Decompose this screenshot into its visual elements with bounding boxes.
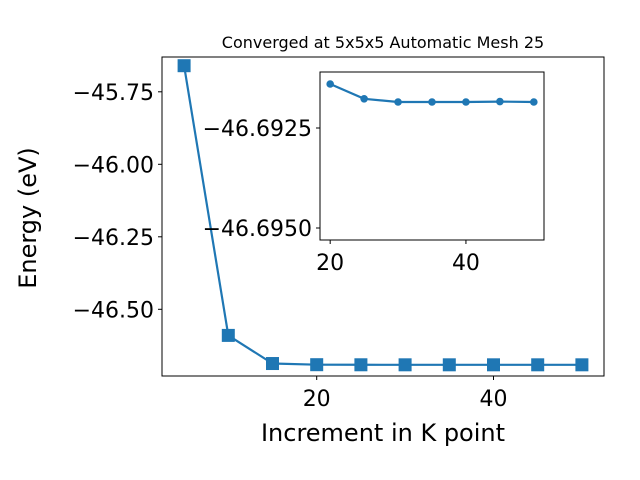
inset-data-point <box>530 98 538 106</box>
inset-data-point <box>428 98 436 106</box>
inset-plot: 20 40 −46.6950 −46.6925 <box>203 71 545 276</box>
main-data-point <box>266 357 279 371</box>
inset-data-point <box>326 80 334 88</box>
main-data-point <box>442 358 456 372</box>
y-axis-label: Energy (eV) <box>14 147 42 289</box>
main-x-tick-label: 20 <box>303 387 331 412</box>
main-data-point <box>310 358 324 372</box>
inset-y-tick-label: −46.6925 <box>203 117 312 142</box>
main-data-point <box>531 358 545 372</box>
inset-x-tick-label: 40 <box>452 251 480 276</box>
inset-data-point <box>360 95 368 103</box>
inset-frame <box>319 71 545 241</box>
inset-data-point <box>394 98 402 106</box>
main-data-point <box>354 358 368 372</box>
main-y-tick-label: −46.00 <box>73 153 154 178</box>
x-axis-label: Increment in K point <box>261 419 505 447</box>
inset-y-tick-label: −46.6950 <box>203 217 312 242</box>
inset-data-point <box>496 97 504 106</box>
main-y-tick-label: −46.25 <box>73 226 154 251</box>
main-data-point <box>575 358 589 372</box>
main-y-tick-label: −46.50 <box>73 298 154 323</box>
inset-x-tick-label: 20 <box>316 251 344 276</box>
main-data-point <box>487 358 500 372</box>
main-y-tick-label: −45.75 <box>73 81 154 106</box>
main-data-point <box>177 59 191 73</box>
main-data-point <box>398 358 412 372</box>
main-x-tick-label: 40 <box>480 387 508 412</box>
main-series-line <box>183 65 582 366</box>
chart-title: Converged at 5x5x5 Automatic Mesh 25 <box>222 33 544 52</box>
main-data-point <box>221 328 235 342</box>
inset-data-point <box>462 98 470 106</box>
